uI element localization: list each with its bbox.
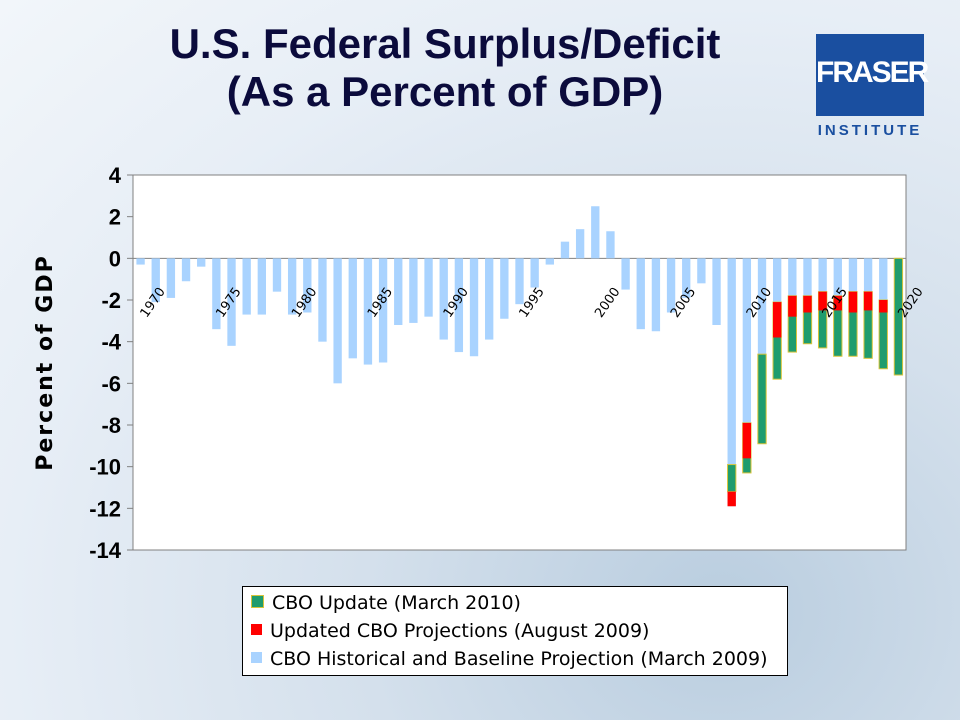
historical-bar [818, 258, 827, 311]
august-2009-bar [727, 491, 736, 507]
y-tick-label: 2 [109, 205, 121, 230]
historical-bar [697, 258, 706, 284]
historical-bar [166, 258, 176, 298]
legend-swatch-august-2009 [251, 624, 262, 635]
y-tick-label: -10 [89, 455, 121, 480]
historical-bar [788, 258, 797, 317]
title-line-2: (As a Percent of GDP) [226, 68, 664, 115]
historical-bar [712, 258, 721, 325]
historical-bar [636, 258, 645, 330]
chart-legend: CBO Update (March 2010) Updated CBO Proj… [242, 586, 788, 676]
legend-label-august-2009: Updated CBO Projections (August 2009) [270, 620, 650, 642]
legend-swatch-historical [251, 652, 262, 663]
historical-bar [439, 258, 448, 340]
historical-bar [272, 258, 282, 292]
y-tick-label: -6 [101, 371, 121, 396]
historical-bar [651, 258, 661, 332]
legend-item-august-2009: Updated CBO Projections (August 2009) [251, 619, 649, 643]
historical-bar [530, 258, 539, 288]
historical-bar [727, 258, 736, 507]
fraser-institute-logo: FRASER INSTITUTE [816, 34, 929, 142]
historical-bar [560, 241, 570, 259]
legend-label-historical: CBO Historical and Baseline Projection (… [270, 648, 768, 670]
historical-bar [257, 258, 267, 315]
historical-bar [500, 258, 509, 319]
historical-bar [409, 258, 418, 323]
march-2010-bar [727, 464, 737, 493]
historical-bar [151, 258, 160, 303]
y-tick-label: -8 [101, 413, 121, 438]
historical-bar [136, 258, 145, 265]
logo-word: FRASER [816, 56, 929, 89]
y-axis-label: Percent of GDP [33, 254, 58, 470]
march-2010-bar [893, 257, 904, 376]
historical-bar [363, 258, 373, 365]
historical-bar [515, 258, 524, 305]
historical-bar [591, 206, 600, 259]
historical-bar [378, 258, 388, 363]
historical-bar [757, 258, 767, 355]
august-2009-bar [833, 295, 842, 311]
historical-bar [803, 258, 812, 313]
historical-bar [742, 258, 752, 459]
historical-bar [303, 258, 312, 313]
chart-title: U.S. Federal Surplus/Deficit (As a Perce… [0, 20, 890, 116]
historical-bar [424, 258, 433, 317]
historical-bar [227, 258, 236, 346]
historical-bar [181, 258, 191, 282]
historical-bar [621, 258, 630, 290]
historical-bar [772, 258, 782, 338]
legend-item-historical: CBO Historical and Baseline Projection (… [251, 647, 768, 671]
historical-bar [348, 258, 357, 359]
historical-bar [212, 258, 221, 330]
historical-bar [575, 229, 585, 259]
august-2009-bar [879, 300, 888, 313]
historical-bar [485, 258, 494, 340]
historical-bar [863, 258, 873, 311]
y-tick-label: -4 [101, 330, 121, 355]
august-2009-bar [848, 291, 858, 313]
historical-bar [287, 258, 297, 315]
historical-bar [833, 258, 842, 311]
historical-bar [666, 258, 676, 313]
august-2009-bar [742, 422, 752, 459]
march-2010-bar [757, 353, 767, 445]
historical-bar [682, 258, 691, 298]
title-line-1: U.S. Federal Surplus/Deficit [169, 20, 721, 67]
y-tick-label: 0 [109, 246, 121, 271]
y-tick-label: 4 [109, 163, 122, 188]
legend-label-march-2010: CBO Update (March 2010) [272, 592, 521, 614]
historical-bar [606, 231, 615, 259]
august-2009-bar [788, 295, 797, 317]
plot-area [132, 174, 907, 551]
historical-bar [394, 258, 403, 325]
legend-swatch-march-2010 [251, 595, 264, 608]
y-tick-label: -2 [101, 288, 121, 313]
august-2009-bar [772, 302, 782, 338]
august-2009-bar [818, 291, 827, 311]
logo-box: FRASER [816, 34, 929, 116]
historical-bar [333, 258, 342, 384]
logo-subtitle: INSTITUTE [817, 122, 923, 139]
historical-bar [242, 258, 251, 315]
august-2009-bar [863, 291, 873, 311]
y-tick-label: -14 [89, 538, 122, 563]
historical-bar [848, 258, 858, 313]
historical-bar [197, 258, 206, 267]
historical-bar [545, 258, 554, 265]
historical-bar [454, 258, 464, 353]
august-2009-bar [803, 295, 812, 313]
historical-bar [469, 258, 479, 357]
historical-bar [318, 258, 327, 342]
y-tick-label: -12 [89, 496, 121, 521]
legend-item-march-2010: CBO Update (March 2010) [251, 591, 521, 615]
historical-bar [879, 258, 888, 313]
